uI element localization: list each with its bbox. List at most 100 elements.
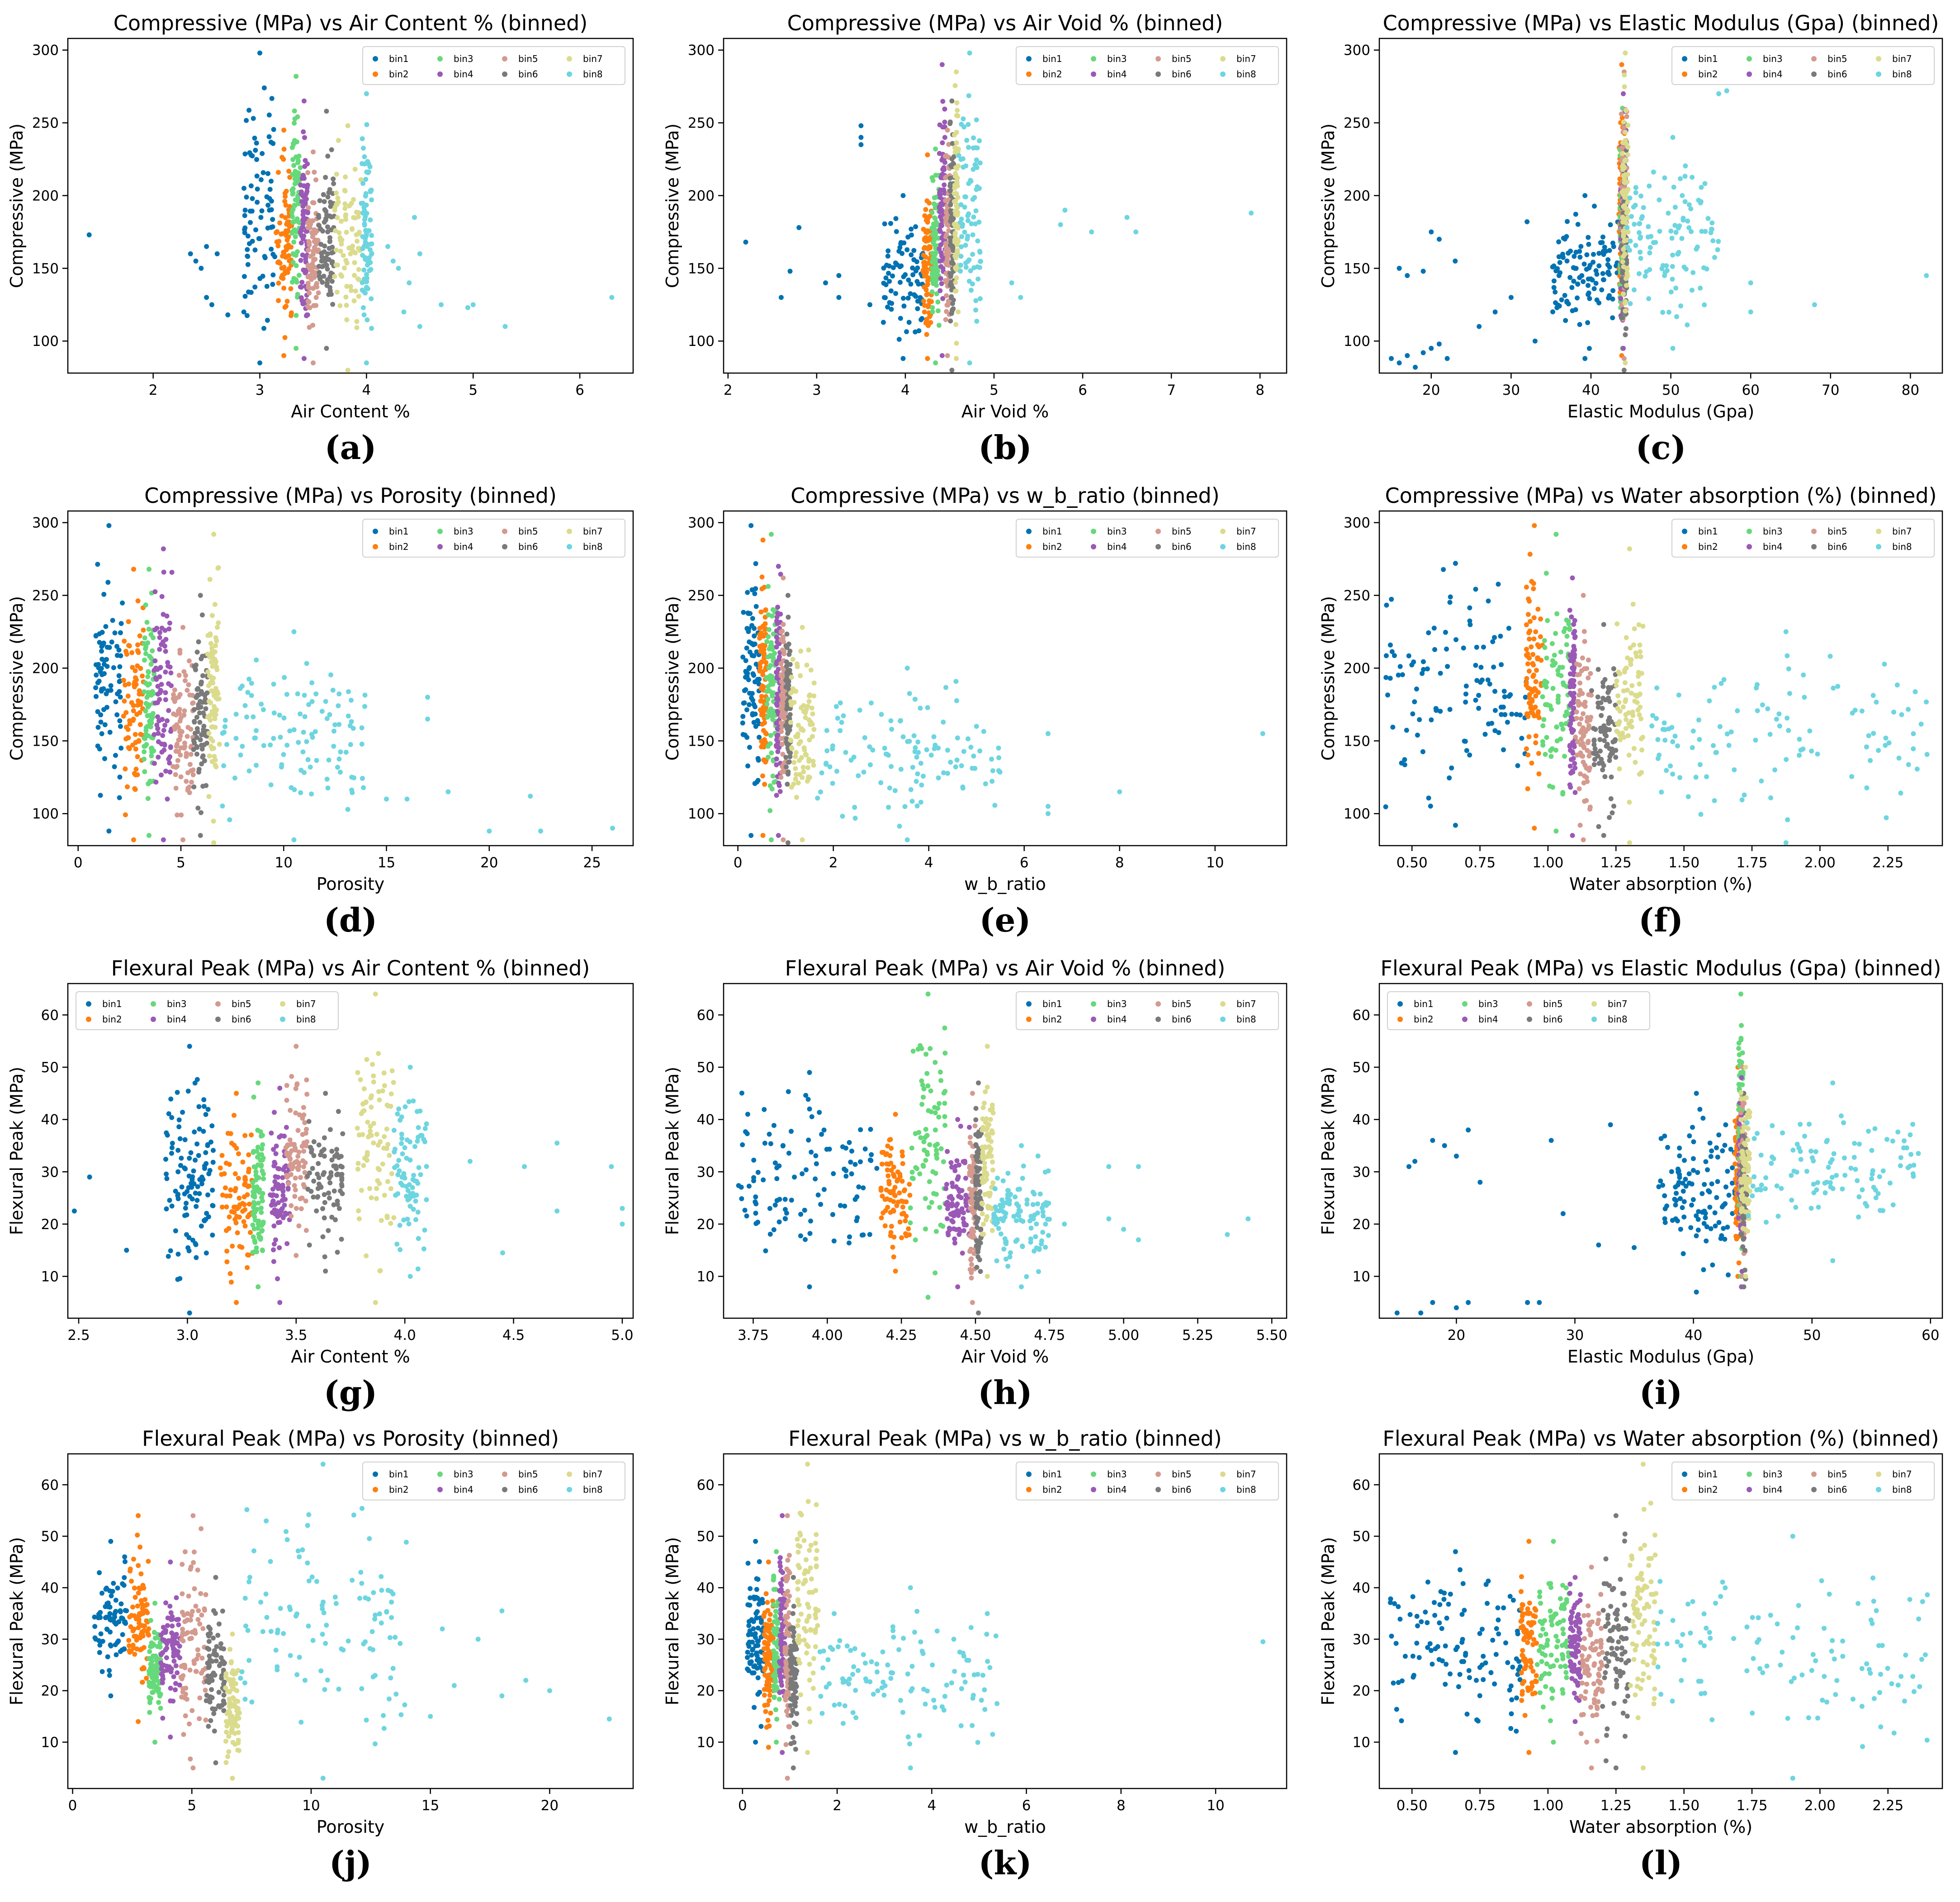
data-point [923, 260, 928, 266]
data-point [965, 218, 971, 223]
data-point [898, 240, 904, 245]
data-point [192, 1080, 198, 1086]
data-point [788, 738, 794, 743]
data-point [1629, 683, 1635, 688]
data-point [198, 593, 203, 598]
data-point [291, 276, 297, 281]
data-point [1573, 250, 1579, 255]
data-point [166, 1254, 171, 1259]
data-point [1571, 279, 1577, 284]
data-point [1467, 605, 1472, 610]
data-point [779, 770, 784, 775]
data-point [251, 1184, 256, 1190]
data-point [1585, 715, 1590, 720]
data-point [220, 1192, 225, 1198]
data-point [203, 1112, 208, 1117]
data-point [924, 332, 929, 337]
data-point [271, 1247, 276, 1253]
data-point [142, 689, 147, 695]
data-point [289, 1166, 294, 1172]
data-point [234, 1091, 239, 1096]
data-point [1606, 272, 1612, 277]
data-point [902, 804, 908, 809]
data-point [284, 298, 290, 304]
data-point [977, 160, 983, 166]
data-point [211, 819, 216, 824]
data-point [236, 1176, 241, 1181]
data-point [228, 1131, 233, 1136]
data-point [209, 659, 214, 665]
data-point [255, 1145, 260, 1150]
data-point [950, 307, 955, 312]
data-point [1524, 676, 1529, 681]
data-point [345, 807, 350, 812]
data-point [769, 532, 774, 537]
data-point [962, 194, 968, 199]
data-point [185, 1088, 191, 1094]
data-point [1473, 587, 1478, 592]
data-point [786, 759, 792, 765]
data-point [910, 765, 915, 770]
data-point [169, 570, 175, 575]
data-point [939, 207, 944, 213]
x-tick-label: 5.0 [611, 1327, 633, 1344]
data-point [184, 779, 189, 784]
data-point [741, 610, 746, 615]
data-point [1636, 674, 1641, 679]
data-point [1449, 765, 1454, 771]
data-point [1561, 236, 1566, 241]
y-axis-label: Compressive (MPa) [7, 123, 27, 288]
data-point [1527, 599, 1532, 604]
data-point [1574, 709, 1579, 714]
data-point [783, 755, 789, 760]
data-point [254, 173, 260, 179]
data-point [276, 170, 281, 175]
data-point [811, 727, 817, 732]
data-point [989, 757, 994, 762]
legend-label: bin7 [583, 53, 603, 64]
data-point [1581, 725, 1586, 730]
data-point [357, 230, 362, 235]
data-point [1562, 753, 1567, 759]
data-point [791, 760, 797, 765]
data-point [307, 240, 312, 246]
data-point [770, 693, 775, 699]
data-point [330, 302, 336, 307]
data-point [805, 704, 810, 709]
data-point [1630, 710, 1635, 714]
chart-title: Compressive (MPa) vs w_b_ratio (binned) [791, 483, 1219, 508]
data-point [289, 1203, 294, 1208]
data-point [1591, 286, 1597, 291]
data-point [260, 1198, 265, 1204]
data-point [1569, 727, 1574, 732]
data-point [1565, 219, 1570, 224]
data-point [1640, 624, 1646, 629]
data-point [942, 119, 947, 125]
data-point [301, 1105, 306, 1110]
data-point [1397, 360, 1402, 365]
data-point [921, 298, 926, 304]
data-point [251, 1205, 256, 1210]
data-point [1628, 645, 1633, 651]
data-point [1524, 219, 1530, 224]
data-point [272, 254, 278, 260]
data-point [131, 703, 136, 708]
data-point [145, 674, 151, 679]
legend-label: bin6 [518, 541, 538, 552]
data-point [1598, 700, 1604, 705]
data-point [240, 1201, 245, 1206]
y-tick-label: 150 [688, 733, 715, 749]
x-tick-label: 0.75 [1464, 855, 1496, 871]
data-point [1651, 170, 1656, 175]
x-axis-label: Air Content % [291, 402, 410, 421]
scatter-points [93, 523, 615, 846]
legend-label: bin1 [1042, 53, 1062, 64]
data-point [922, 245, 928, 250]
data-point [1629, 691, 1634, 696]
data-point [286, 219, 292, 225]
data-point [1420, 350, 1426, 355]
data-point [1582, 704, 1588, 709]
data-point [904, 666, 910, 671]
data-point [1713, 750, 1719, 755]
data-point [1631, 642, 1636, 648]
